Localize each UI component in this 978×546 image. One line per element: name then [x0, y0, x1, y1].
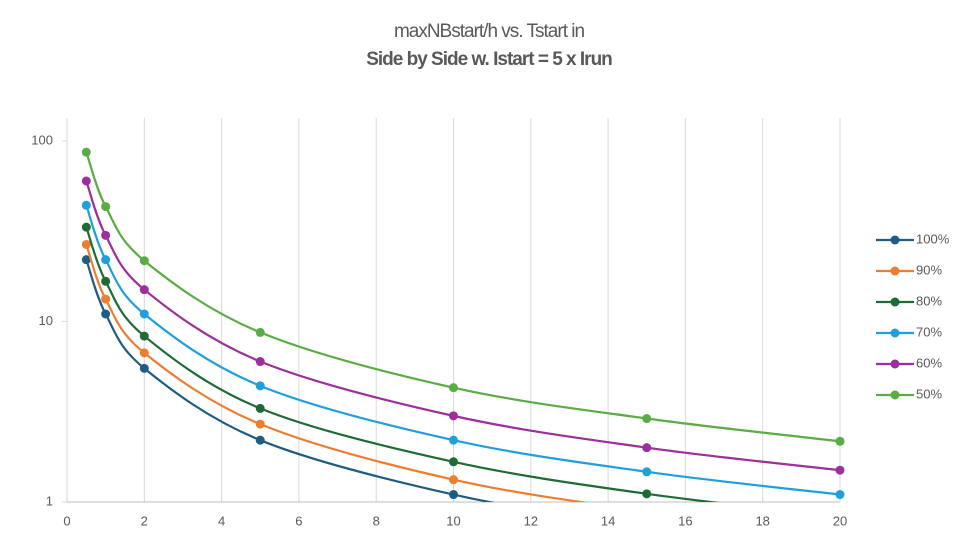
- point: [101, 230, 111, 240]
- point: [449, 435, 458, 445]
- legend-label: 100%: [916, 231, 950, 246]
- point: [139, 285, 149, 295]
- series-line: [85, 151, 841, 443]
- y-tick-label: 100: [31, 132, 53, 147]
- point: [255, 435, 265, 445]
- y-tick-label: 10: [39, 313, 53, 328]
- legend-label: 70%: [916, 324, 942, 339]
- y-tick-label: 1: [46, 493, 53, 508]
- point: [255, 403, 265, 413]
- x-tick-label: 0: [63, 513, 70, 528]
- legend-label: 90%: [916, 262, 942, 277]
- point: [101, 255, 111, 265]
- series-line: [85, 226, 720, 502]
- legend-marker: [890, 235, 900, 245]
- point: [81, 176, 91, 186]
- legend-label: 80%: [916, 293, 942, 308]
- point: [836, 529, 845, 538]
- point: [642, 443, 652, 453]
- point: [642, 489, 652, 499]
- point: [255, 381, 265, 391]
- point: [139, 348, 149, 358]
- legend-marker: [890, 328, 900, 338]
- point: [81, 255, 91, 265]
- x-tick-label: 6: [295, 513, 302, 528]
- point: [835, 465, 845, 475]
- legend-label: 50%: [916, 386, 942, 401]
- x-tick-label: 18: [755, 513, 769, 528]
- point: [835, 490, 845, 500]
- legend-marker: [890, 390, 900, 400]
- legend-label: 60%: [916, 355, 942, 370]
- point: [101, 294, 111, 304]
- point: [101, 276, 111, 286]
- legend-marker: [890, 266, 900, 276]
- point: [255, 327, 265, 337]
- point: [449, 475, 458, 485]
- series-line: [85, 259, 496, 502]
- point: [139, 256, 149, 266]
- x-tick-label: 4: [218, 513, 225, 528]
- point: [101, 309, 111, 319]
- x-tick-label: 2: [141, 513, 148, 528]
- point: [642, 507, 651, 516]
- point: [449, 457, 458, 467]
- series-line: [85, 244, 589, 502]
- point: [642, 467, 652, 477]
- x-tick-label: 8: [373, 513, 380, 528]
- point: [139, 363, 149, 373]
- chart-subtitle: Side by Side w. Istart = 5 x Irun: [366, 49, 612, 70]
- point: [139, 331, 149, 341]
- point: [449, 411, 458, 421]
- point: [449, 383, 458, 393]
- point: [81, 147, 91, 157]
- point: [81, 200, 91, 210]
- point: [139, 309, 149, 319]
- legend-marker: [890, 297, 900, 307]
- x-tick-label: 10: [446, 513, 460, 528]
- x-tick-label: 14: [601, 513, 615, 528]
- x-tick-label: 12: [524, 513, 538, 528]
- series-line: [85, 180, 841, 472]
- point: [255, 357, 265, 367]
- point: [255, 419, 265, 429]
- point: [81, 222, 91, 232]
- x-tick-label: 16: [678, 513, 692, 528]
- point: [449, 490, 458, 500]
- series-line: [85, 204, 841, 496]
- point: [642, 522, 651, 531]
- point: [835, 436, 845, 446]
- legend-marker: [890, 359, 900, 369]
- plot: [81, 147, 845, 538]
- chart-title: maxNBstart/h vs. Tstart in: [394, 21, 585, 42]
- point: [642, 414, 652, 424]
- point: [101, 202, 111, 212]
- point: [81, 239, 91, 249]
- x-tick-label: 20: [833, 513, 847, 528]
